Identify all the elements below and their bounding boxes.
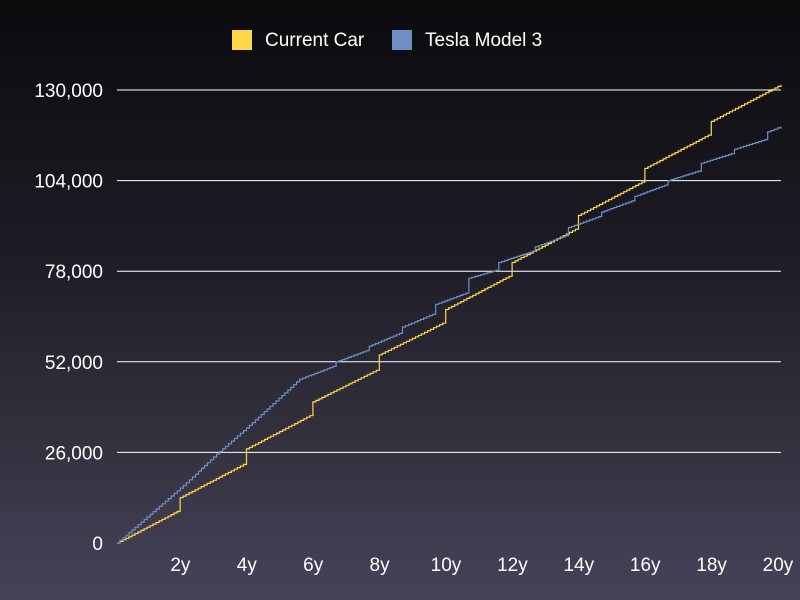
x-tick-label: 16y xyxy=(630,555,661,576)
x-tick-label: 20y xyxy=(763,555,794,576)
x-tick-label: 12y xyxy=(497,555,528,576)
legend-label: Current Car xyxy=(265,30,365,51)
y-tick-label: 52,000 xyxy=(45,353,103,374)
series-line-tesla-model-3 xyxy=(117,126,782,544)
legend[interactable]: Current Car Tesla Model 3 xyxy=(232,30,542,51)
x-tick-label: 8y xyxy=(370,555,391,576)
legend-swatch xyxy=(232,30,252,50)
x-axis-tick-labels: 2y 4y 6y 8y 10y 12y 14y 16y 18y 20y xyxy=(170,555,793,576)
legend-swatch xyxy=(392,30,412,50)
x-tick-label: 2y xyxy=(170,555,191,576)
x-tick-label: 6y xyxy=(303,555,324,576)
y-tick-label: 0 xyxy=(92,534,103,555)
x-tick-label: 10y xyxy=(431,555,462,576)
series-layer xyxy=(117,84,782,544)
legend-item-tesla-model-3[interactable]: Tesla Model 3 xyxy=(392,30,542,51)
series-line-current-car xyxy=(117,84,782,544)
y-tick-label: 26,000 xyxy=(45,443,103,464)
y-axis-tick-labels: 0 26,000 52,000 78,000 104,000 130,000 xyxy=(34,81,103,555)
y-tick-label: 78,000 xyxy=(45,262,103,283)
x-tick-label: 4y xyxy=(237,555,258,576)
y-tick-label: 104,000 xyxy=(34,172,103,193)
y-tick-label: 130,000 xyxy=(34,81,103,102)
legend-label: Tesla Model 3 xyxy=(425,30,542,51)
legend-item-current-car[interactable]: Current Car xyxy=(232,30,365,51)
x-tick-label: 18y xyxy=(696,555,727,576)
x-tick-label: 14y xyxy=(563,555,594,576)
grid-layer xyxy=(117,89,781,453)
